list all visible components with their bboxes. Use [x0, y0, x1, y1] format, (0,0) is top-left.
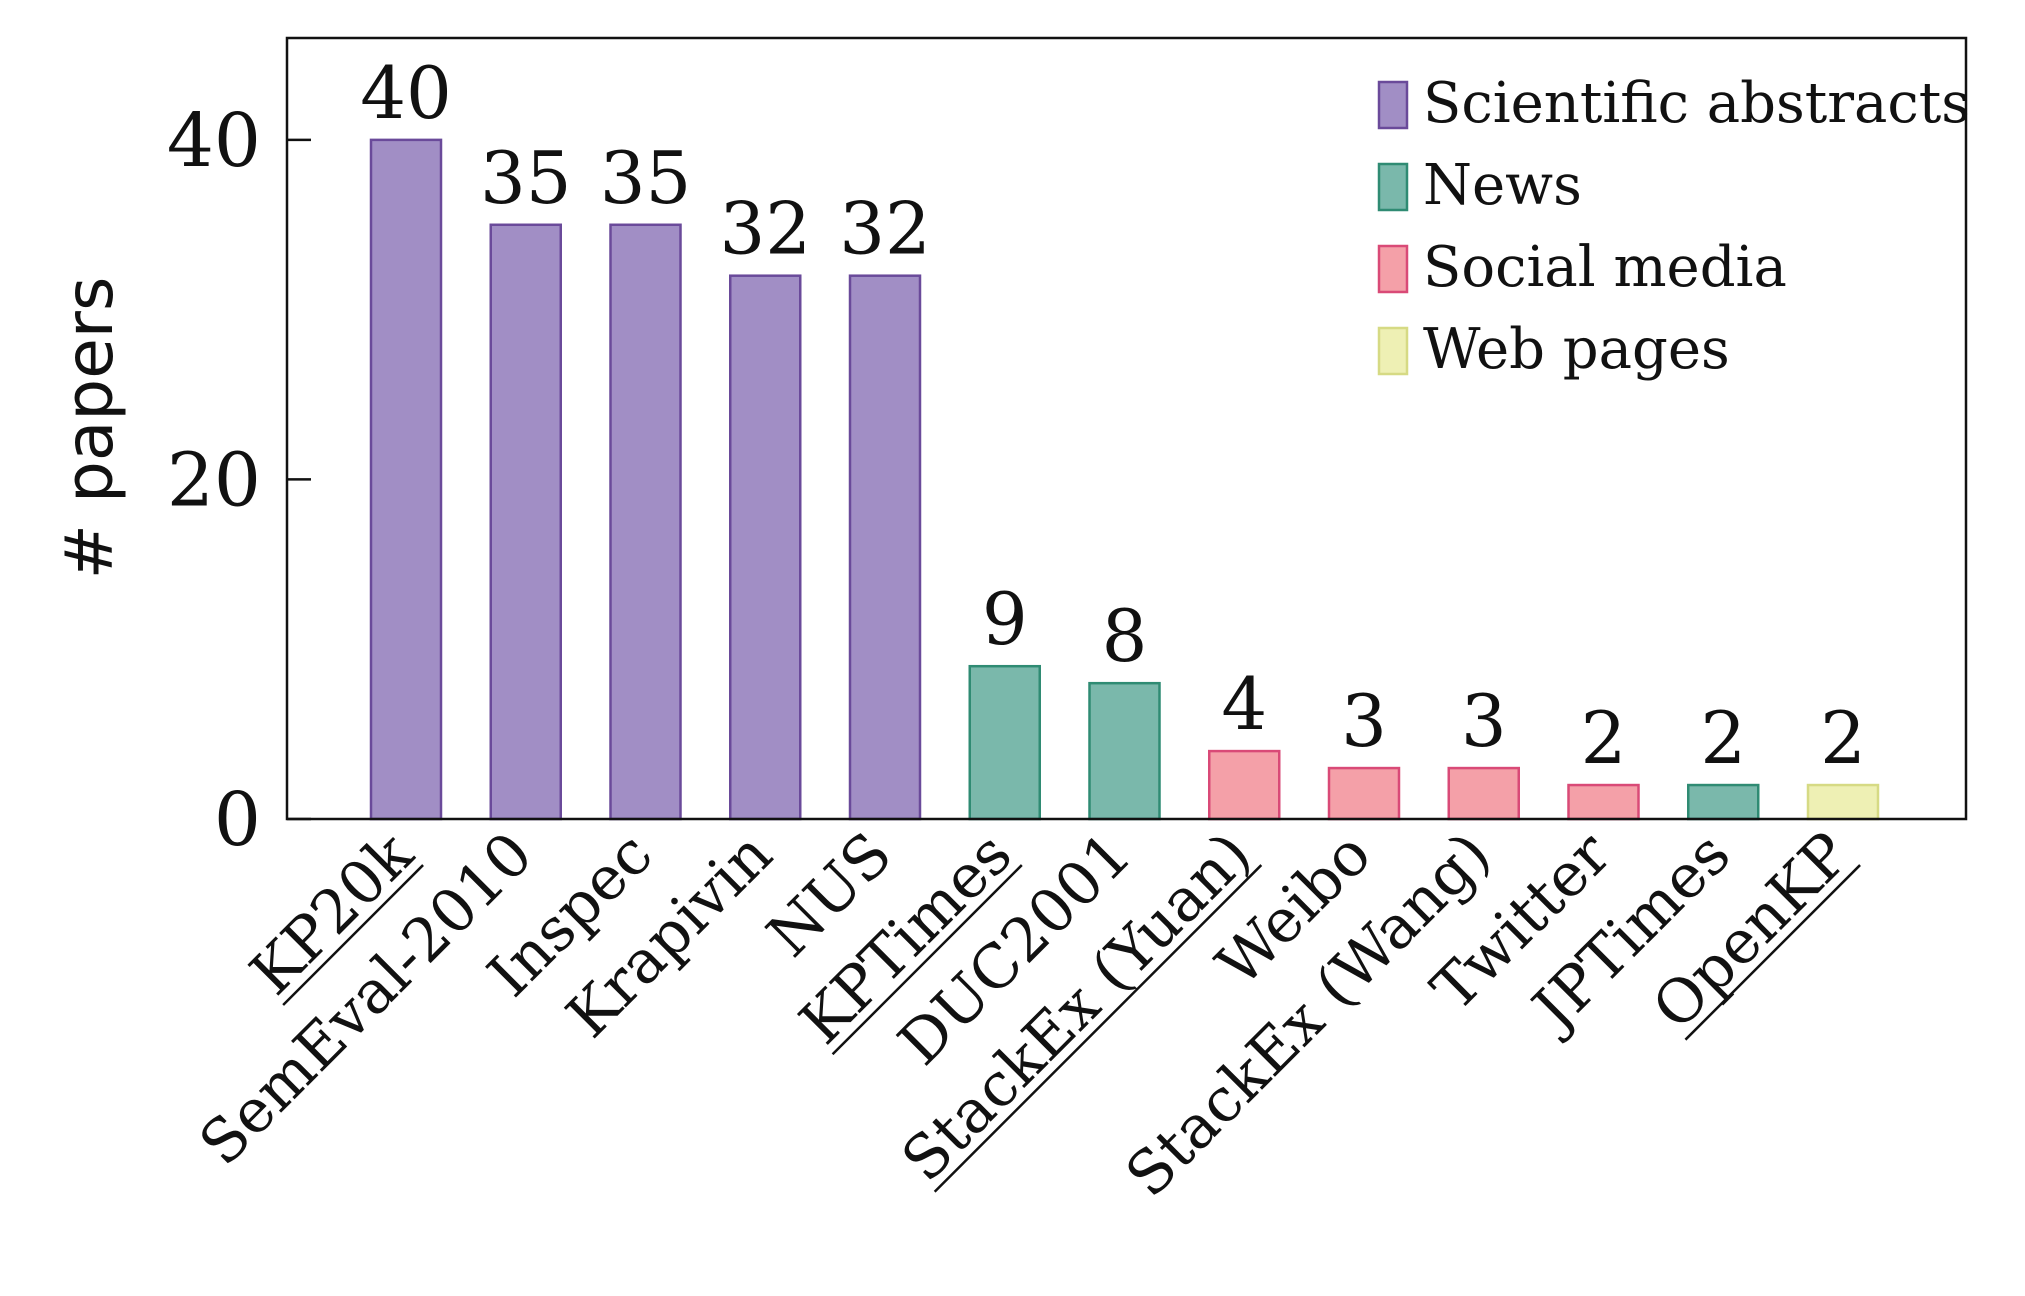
- y-tick-label-20: 20: [167, 437, 261, 523]
- category-labels-layer: KP20kSemEval-2010InspecKrapivinNUSKPTime…: [186, 819, 1863, 1211]
- data-label-openkp: 2: [1820, 696, 1866, 780]
- bar-semeval-2010: [489, 223, 562, 821]
- legend-label-web-pages: Web pages: [1423, 317, 1730, 382]
- y-axis-layer: 0 20 40: [167, 98, 311, 863]
- bar-kp20k: [369, 138, 443, 821]
- data-label-semeval-2010: 35: [480, 136, 572, 220]
- bar-stackex-yuan: [1208, 749, 1281, 821]
- legend: Scientific abstracts News Social media Web …: [1377, 71, 1970, 382]
- bar-openkp: [1806, 783, 1880, 821]
- legend-swatch-news: [1377, 162, 1409, 212]
- data-label-jptimes: 2: [1700, 696, 1746, 780]
- legend-label-news: News: [1423, 153, 1582, 218]
- legend-label-social-media: Social media: [1423, 235, 1787, 300]
- underline-kptimes: [831, 864, 1023, 1056]
- bar-krapivin: [729, 274, 802, 821]
- y-axis-label: # papers: [51, 277, 128, 580]
- data-label-stackex-yuan: 4: [1221, 662, 1267, 746]
- data-label-nus: 32: [839, 187, 931, 271]
- legend-swatch-web-pages: [1377, 326, 1409, 376]
- data-label-krapivin: 32: [719, 187, 811, 271]
- bar-twitter: [1567, 783, 1640, 821]
- data-label-duc2001: 8: [1102, 594, 1148, 678]
- y-tick-label-40: 40: [167, 98, 261, 184]
- bar-kptimes: [968, 664, 1041, 821]
- bar-nus: [848, 274, 922, 821]
- plot-frame: [285, 36, 1968, 821]
- bar-inspec: [609, 223, 682, 821]
- underline-stackex-yuan: [933, 864, 1263, 1193]
- bar-stackex-wang: [1447, 766, 1520, 821]
- bar-duc2001: [1088, 681, 1161, 821]
- bar-weibo: [1327, 766, 1401, 821]
- data-label-weibo: 3: [1341, 679, 1387, 763]
- underline-kp20k: [282, 864, 424, 1006]
- legend-swatch-scientific-abstracts: [1377, 80, 1409, 130]
- y-tick-label-0: 0: [214, 777, 261, 863]
- data-label-kptimes: 9: [982, 577, 1028, 661]
- data-label-twitter: 2: [1581, 696, 1627, 780]
- legend-label-scientific-abstracts: Scientific abstracts: [1423, 71, 1970, 136]
- underline-openkp: [1684, 864, 1861, 1041]
- data-label-inspec: 35: [600, 136, 692, 220]
- legend-swatch-social-media: [1377, 244, 1409, 294]
- data-label-stackex-wang: 3: [1461, 679, 1507, 763]
- data-label-kp20k: 40: [360, 51, 452, 135]
- bar-jptimes: [1687, 783, 1760, 821]
- bars-layer: [369, 138, 1880, 821]
